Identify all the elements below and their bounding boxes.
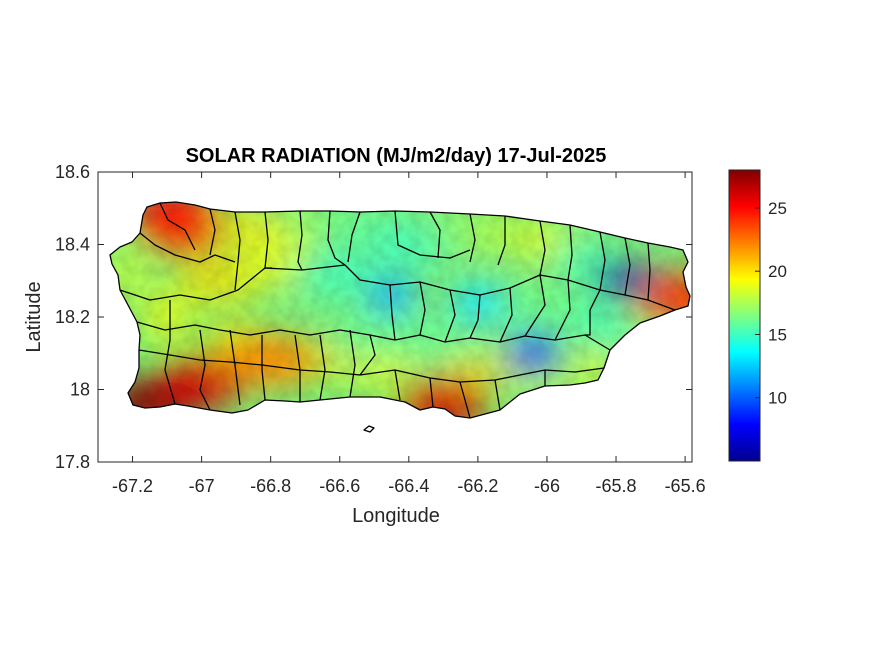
y-axis-ticks: 18.6 18.4 18.2 18 17.8 <box>55 162 692 472</box>
municipality-border <box>585 310 591 336</box>
x-tick-label: -65.6 <box>665 476 706 496</box>
municipality-border <box>497 216 506 266</box>
x-tick-label: -67.2 <box>112 476 153 496</box>
y-axis-label: Latitude <box>23 281 45 352</box>
municipality-border <box>469 213 476 263</box>
municipality-border <box>394 210 471 259</box>
municipality-border <box>209 208 216 256</box>
municipality-border <box>136 321 371 336</box>
colorbar-tick-label: 15 <box>768 325 787 344</box>
municipality-border <box>139 232 236 263</box>
municipality-border <box>261 335 266 401</box>
colorbar-tick-label: 25 <box>768 199 787 218</box>
municipality-border <box>419 281 426 336</box>
island-outline <box>109 201 691 419</box>
colorbar-ticks: 25 20 15 10 <box>755 199 787 408</box>
x-tick-label: -67 <box>189 476 215 496</box>
x-axis-label: Longitude <box>352 505 440 527</box>
municipality-border <box>319 334 326 401</box>
y-tick-label: 17.8 <box>55 452 90 472</box>
x-tick-label: -66 <box>534 476 560 496</box>
municipality-border <box>159 202 196 251</box>
municipality-border <box>647 242 651 301</box>
x-tick-label: -66.2 <box>457 476 498 496</box>
municipality-borders <box>119 202 676 419</box>
municipality-border <box>327 210 346 266</box>
municipality-border <box>429 377 434 408</box>
colorbar-tick-label: 10 <box>768 389 787 408</box>
municipality-border <box>444 289 456 343</box>
municipality-border <box>234 211 241 291</box>
x-tick-label: -66.6 <box>319 476 360 496</box>
colorbar <box>728 169 761 462</box>
municipality-border <box>138 349 605 383</box>
municipality-border <box>229 329 241 406</box>
municipality-border <box>499 287 513 343</box>
municipality-border <box>567 224 573 281</box>
y-tick-label: 18 <box>70 380 90 400</box>
municipality-border <box>429 211 441 259</box>
municipality-border <box>389 284 396 341</box>
x-tick-label: -65.8 <box>596 476 637 496</box>
x-tick-label: -66.4 <box>388 476 429 496</box>
municipality-border <box>164 369 176 405</box>
chart-title: SOLAR RADIATION (MJ/m2/day) 17-Jul-2025 <box>186 145 607 167</box>
municipality-border <box>394 369 401 401</box>
caja-de-muertos-island <box>363 425 375 433</box>
municipality-border <box>164 300 171 371</box>
municipality-border <box>624 237 631 296</box>
municipality-border <box>199 389 211 411</box>
radiation-field <box>110 202 690 418</box>
municipality-border <box>459 381 471 419</box>
colorbar-tick-label: 20 <box>768 262 787 281</box>
municipality-border <box>469 294 481 339</box>
municipality-border <box>589 231 606 311</box>
x-tick-label: -66.8 <box>250 476 291 496</box>
municipality-border <box>349 329 356 398</box>
y-tick-label: 18.4 <box>55 235 90 255</box>
municipality-border <box>539 220 546 276</box>
municipality-border <box>297 210 303 271</box>
municipality-border <box>199 329 206 391</box>
municipality-border <box>359 334 376 376</box>
municipality-border <box>494 379 501 411</box>
municipality-border <box>554 279 571 341</box>
municipality-border <box>347 211 361 263</box>
y-tick-label: 18.6 <box>55 162 90 182</box>
municipality-border <box>524 274 546 337</box>
municipality-border <box>119 264 676 311</box>
municipality-border <box>369 334 611 351</box>
y-tick-label: 18.2 <box>55 307 90 327</box>
x-axis-ticks: -67.2 -67 -66.8 -66.6 -66.4 -66.2 -66 -65.8 -65.… <box>112 172 706 496</box>
